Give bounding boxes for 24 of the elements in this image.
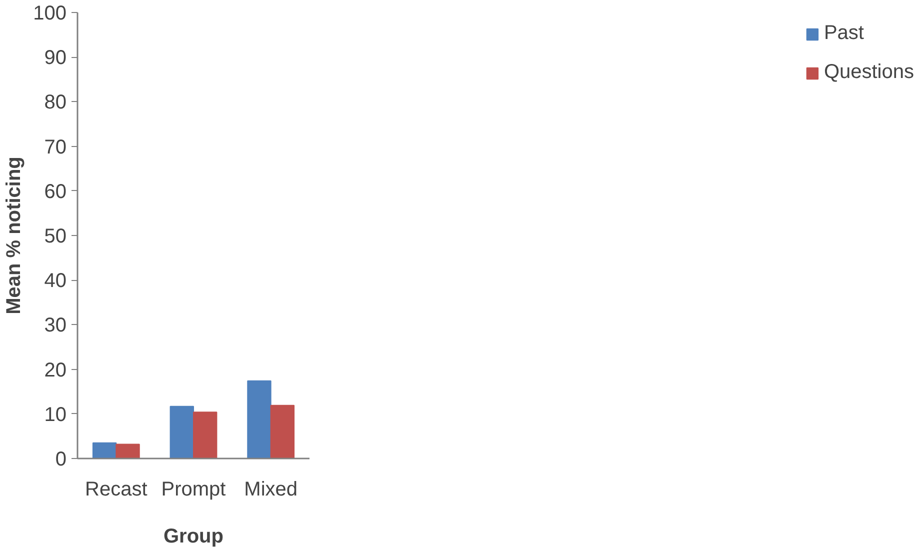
legend-label: Past	[824, 22, 864, 45]
legend-label: Questions	[824, 61, 914, 84]
y-tick-label: 10	[44, 404, 67, 426]
bar	[170, 406, 194, 458]
y-tick-label: 90	[44, 47, 67, 70]
y-tick-label: 70	[44, 136, 67, 158]
y-tick-label: 20	[44, 359, 67, 382]
y-tick-label: 100	[33, 2, 67, 24]
bar	[116, 444, 140, 458]
y-tick-label: 60	[44, 180, 67, 203]
x-tick-label: Mixed	[244, 478, 298, 500]
x-tick-label: Recast	[85, 478, 148, 500]
bar	[92, 442, 117, 458]
bar	[270, 404, 295, 458]
bar	[247, 380, 272, 458]
y-tick-label: 80	[44, 92, 67, 114]
y-tick-label: 50	[44, 226, 67, 248]
y-tick-label: 30	[44, 314, 67, 337]
y-tick-label: 40	[44, 270, 67, 292]
y-tick-label: 0	[55, 448, 66, 470]
y-axis-title: Mean % noticing	[3, 156, 26, 314]
x-tick-label: Prompt	[161, 478, 226, 500]
x-axis-title: Group	[164, 526, 224, 548]
bar	[193, 412, 218, 458]
